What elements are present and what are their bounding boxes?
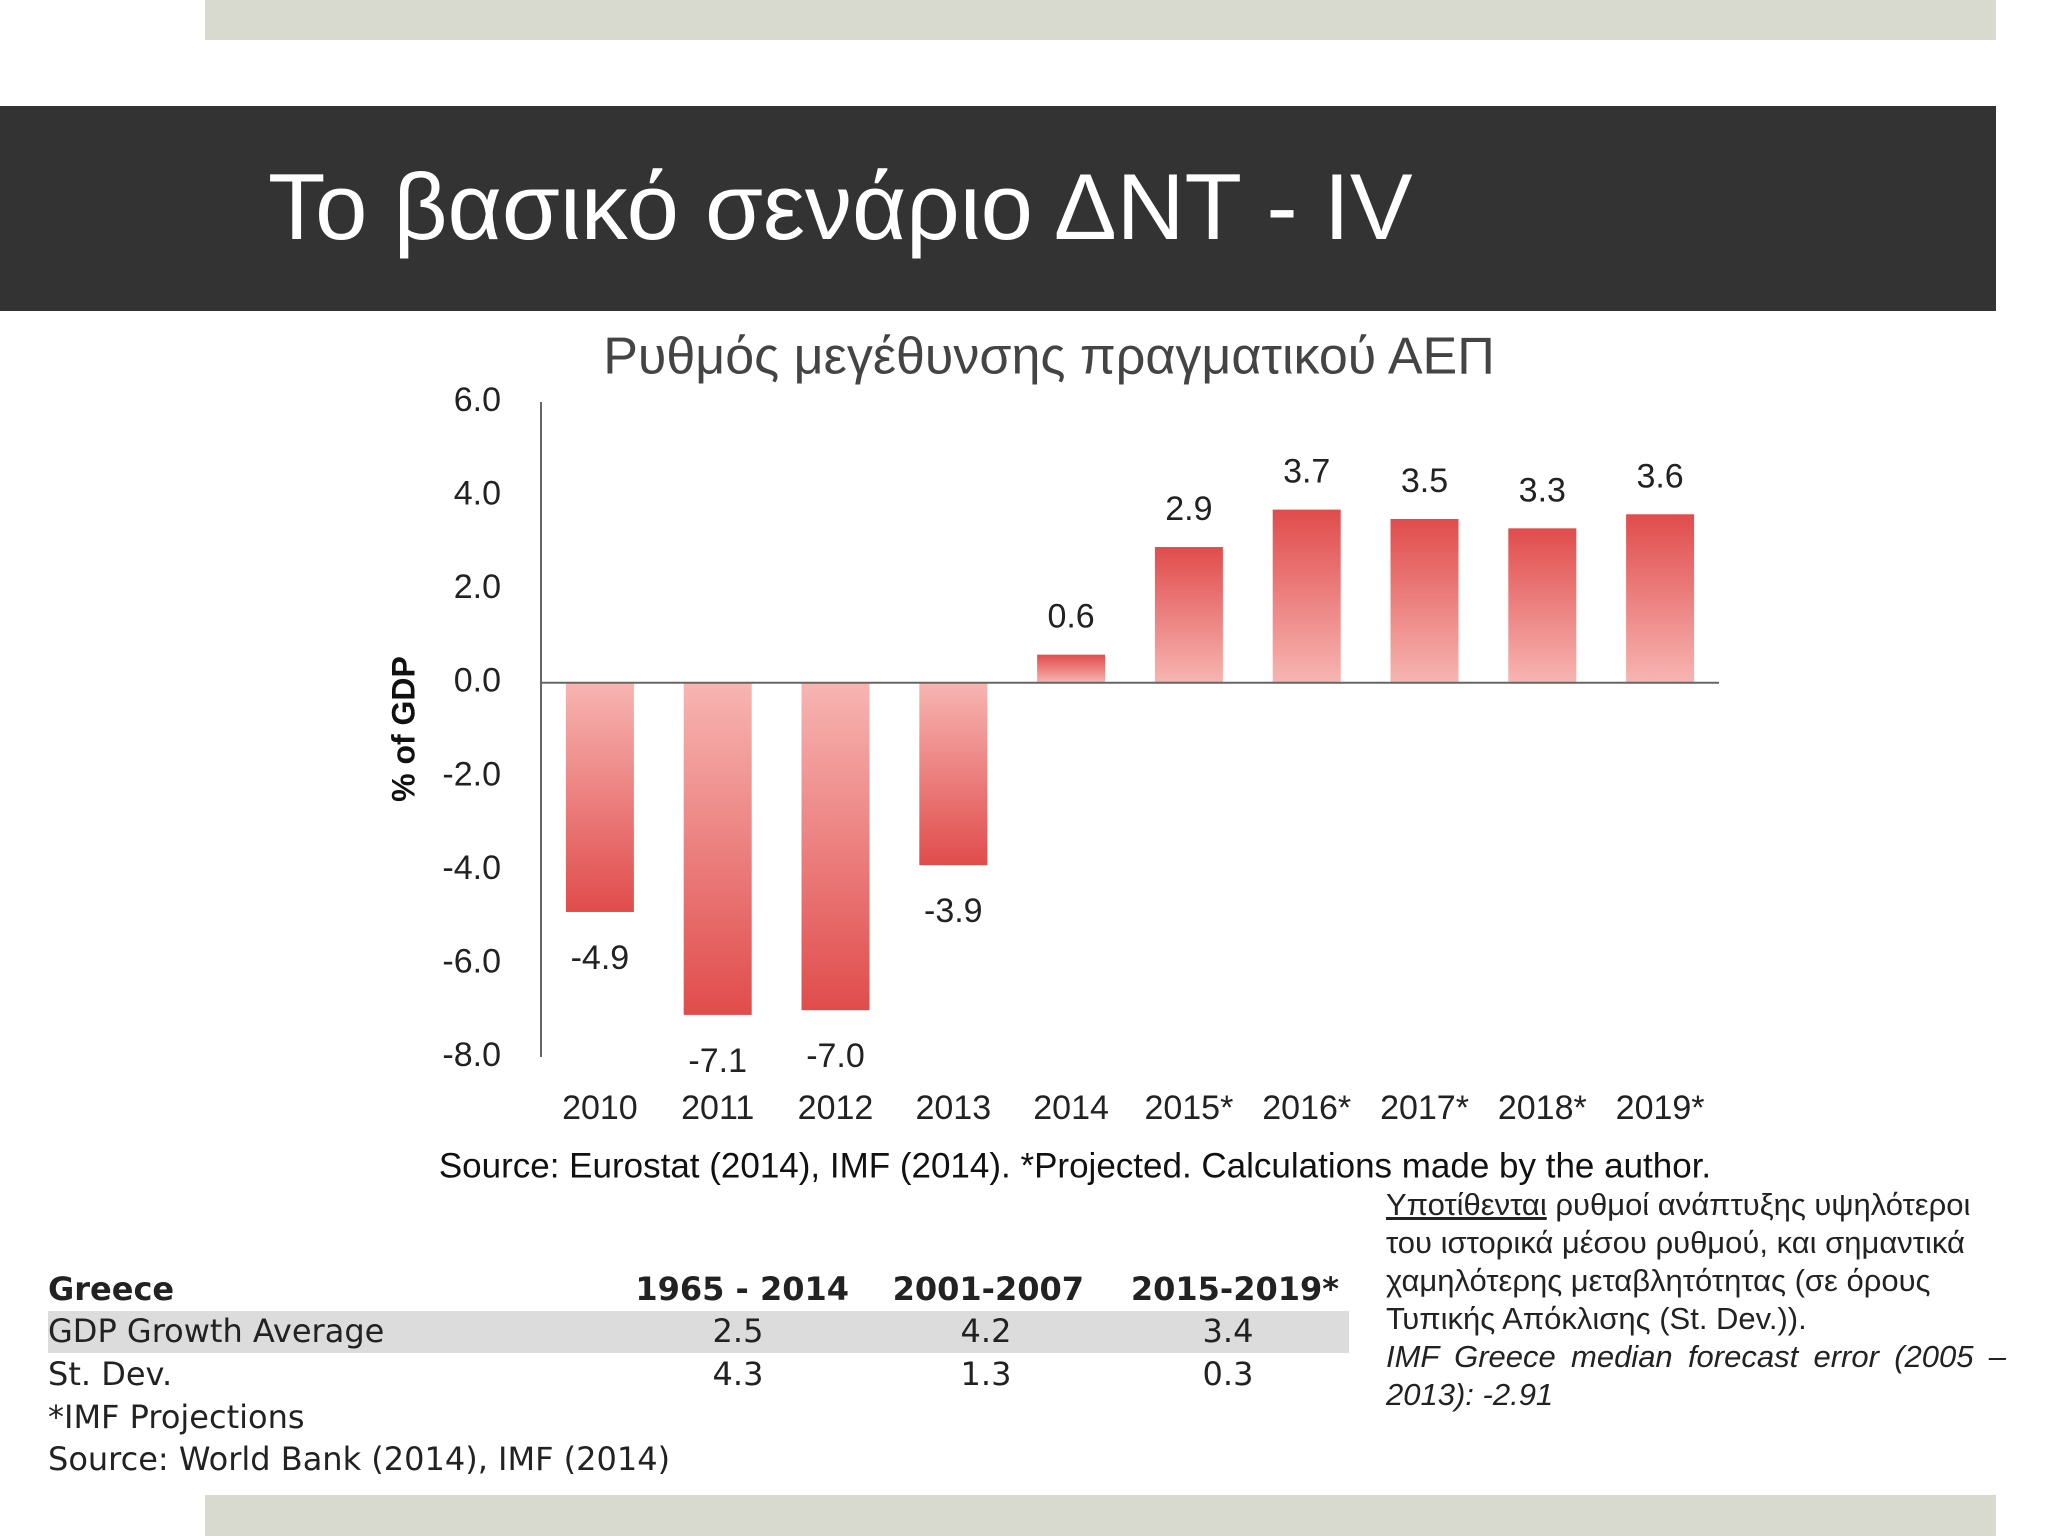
bar: [801, 682, 870, 1011]
table-header: 1965 - 2014: [635, 1270, 849, 1308]
y-tick-label: 2.0: [454, 568, 501, 606]
table: Greece 1965 - 2014 2001-2007 2015-2019* GDP …: [48, 1270, 1339, 1478]
y-tick-label: 4.0: [454, 475, 501, 513]
table-cell: 2.5: [713, 1312, 764, 1350]
table-cell: 4.3: [713, 1355, 764, 1393]
y-tick-label: -4.0: [442, 849, 501, 887]
note: Υποτίθενται ρυθμοί ανάπτυξης υψηλότεροι …: [1386, 1186, 2006, 1414]
top-band: [205, 0, 1996, 40]
y-tick-label: 6.0: [454, 381, 501, 419]
y-tick-label: 0.0: [454, 662, 501, 700]
y-tick-label: -2.0: [442, 755, 501, 793]
bar: [1272, 509, 1341, 683]
slide-title: Το βασικό σενάριο ΔΝΤ - IV: [268, 154, 1413, 259]
y-axis-label: % of GDP: [385, 656, 421, 802]
table-header: Greece: [48, 1270, 174, 1308]
chart-source: Source: Eurostat (2014), IMF (2014). *Pr…: [439, 1146, 1711, 1185]
x-tick-label: 2017*: [1380, 1089, 1469, 1127]
table-header: 2015-2019*: [1131, 1270, 1339, 1308]
bar: [1154, 547, 1223, 683]
value-label: -3.9: [924, 892, 983, 930]
bar: [1626, 514, 1695, 683]
chart-title: Ρυθμός μεγέθυνσης πραγματικού ΑΕΠ: [603, 328, 1495, 386]
table-header: 2001-2007: [893, 1270, 1084, 1308]
x-tick-label: 2015*: [1144, 1089, 1233, 1127]
value-label: -7.0: [806, 1037, 865, 1075]
table-cell: 0.3: [1203, 1355, 1254, 1393]
bar: [1508, 528, 1577, 683]
note-underlined: Υποτίθενται: [1386, 1187, 1547, 1222]
x-tick-label: 2012: [798, 1089, 874, 1127]
table-footnote: Source: World Bank (2014), IMF (2014): [48, 1440, 670, 1478]
value-label: -4.9: [571, 939, 630, 977]
table-row-shade: [48, 1311, 1349, 1353]
x-tick-label: 2014: [1033, 1089, 1109, 1127]
value-label: 0.6: [1047, 598, 1094, 636]
table-cell: 4.2: [961, 1312, 1012, 1350]
value-label: 3.3: [1519, 471, 1566, 509]
table-cell: 1.3: [961, 1355, 1012, 1393]
note-italic: IMF Greece median forecast error (2005 –…: [1386, 1339, 2006, 1412]
table-cell: 3.4: [1203, 1312, 1254, 1350]
bar: [683, 682, 752, 1015]
table-footnote: *IMF Projections: [48, 1398, 305, 1436]
note-text: Υποτίθενται ρυθμοί ανάπτυξης υψηλότεροι …: [1386, 1186, 2006, 1338]
table-cell: St. Dev.: [48, 1355, 172, 1393]
value-label: 3.7: [1283, 453, 1330, 491]
value-label: -7.1: [688, 1042, 747, 1080]
x-tick-label: 2011: [681, 1089, 754, 1127]
value-label: 2.9: [1165, 490, 1212, 528]
x-tick-label: 2016*: [1262, 1089, 1351, 1127]
title-band: [0, 106, 1996, 311]
x-tick-label: 2018*: [1498, 1089, 1587, 1127]
y-tick-label: -6.0: [442, 942, 501, 980]
value-label: 3.5: [1401, 462, 1448, 500]
x-tick-label: 2013: [915, 1089, 991, 1127]
bar: [1037, 654, 1106, 683]
bar: [1390, 518, 1459, 683]
bar: [565, 682, 634, 912]
x-tick-label: 2019*: [1616, 1089, 1705, 1127]
value-label: 3.6: [1636, 457, 1683, 495]
note-body: ρυθμοί ανάπτυξης υψηλότεροι του ιστορικά…: [1386, 1187, 1971, 1336]
bar: [919, 682, 988, 866]
table-cell: GDP Growth Average: [48, 1312, 384, 1350]
bottom-band: [205, 1495, 1996, 1536]
x-tick-label: 2010: [562, 1089, 638, 1127]
y-tick-label: -8.0: [442, 1036, 501, 1074]
